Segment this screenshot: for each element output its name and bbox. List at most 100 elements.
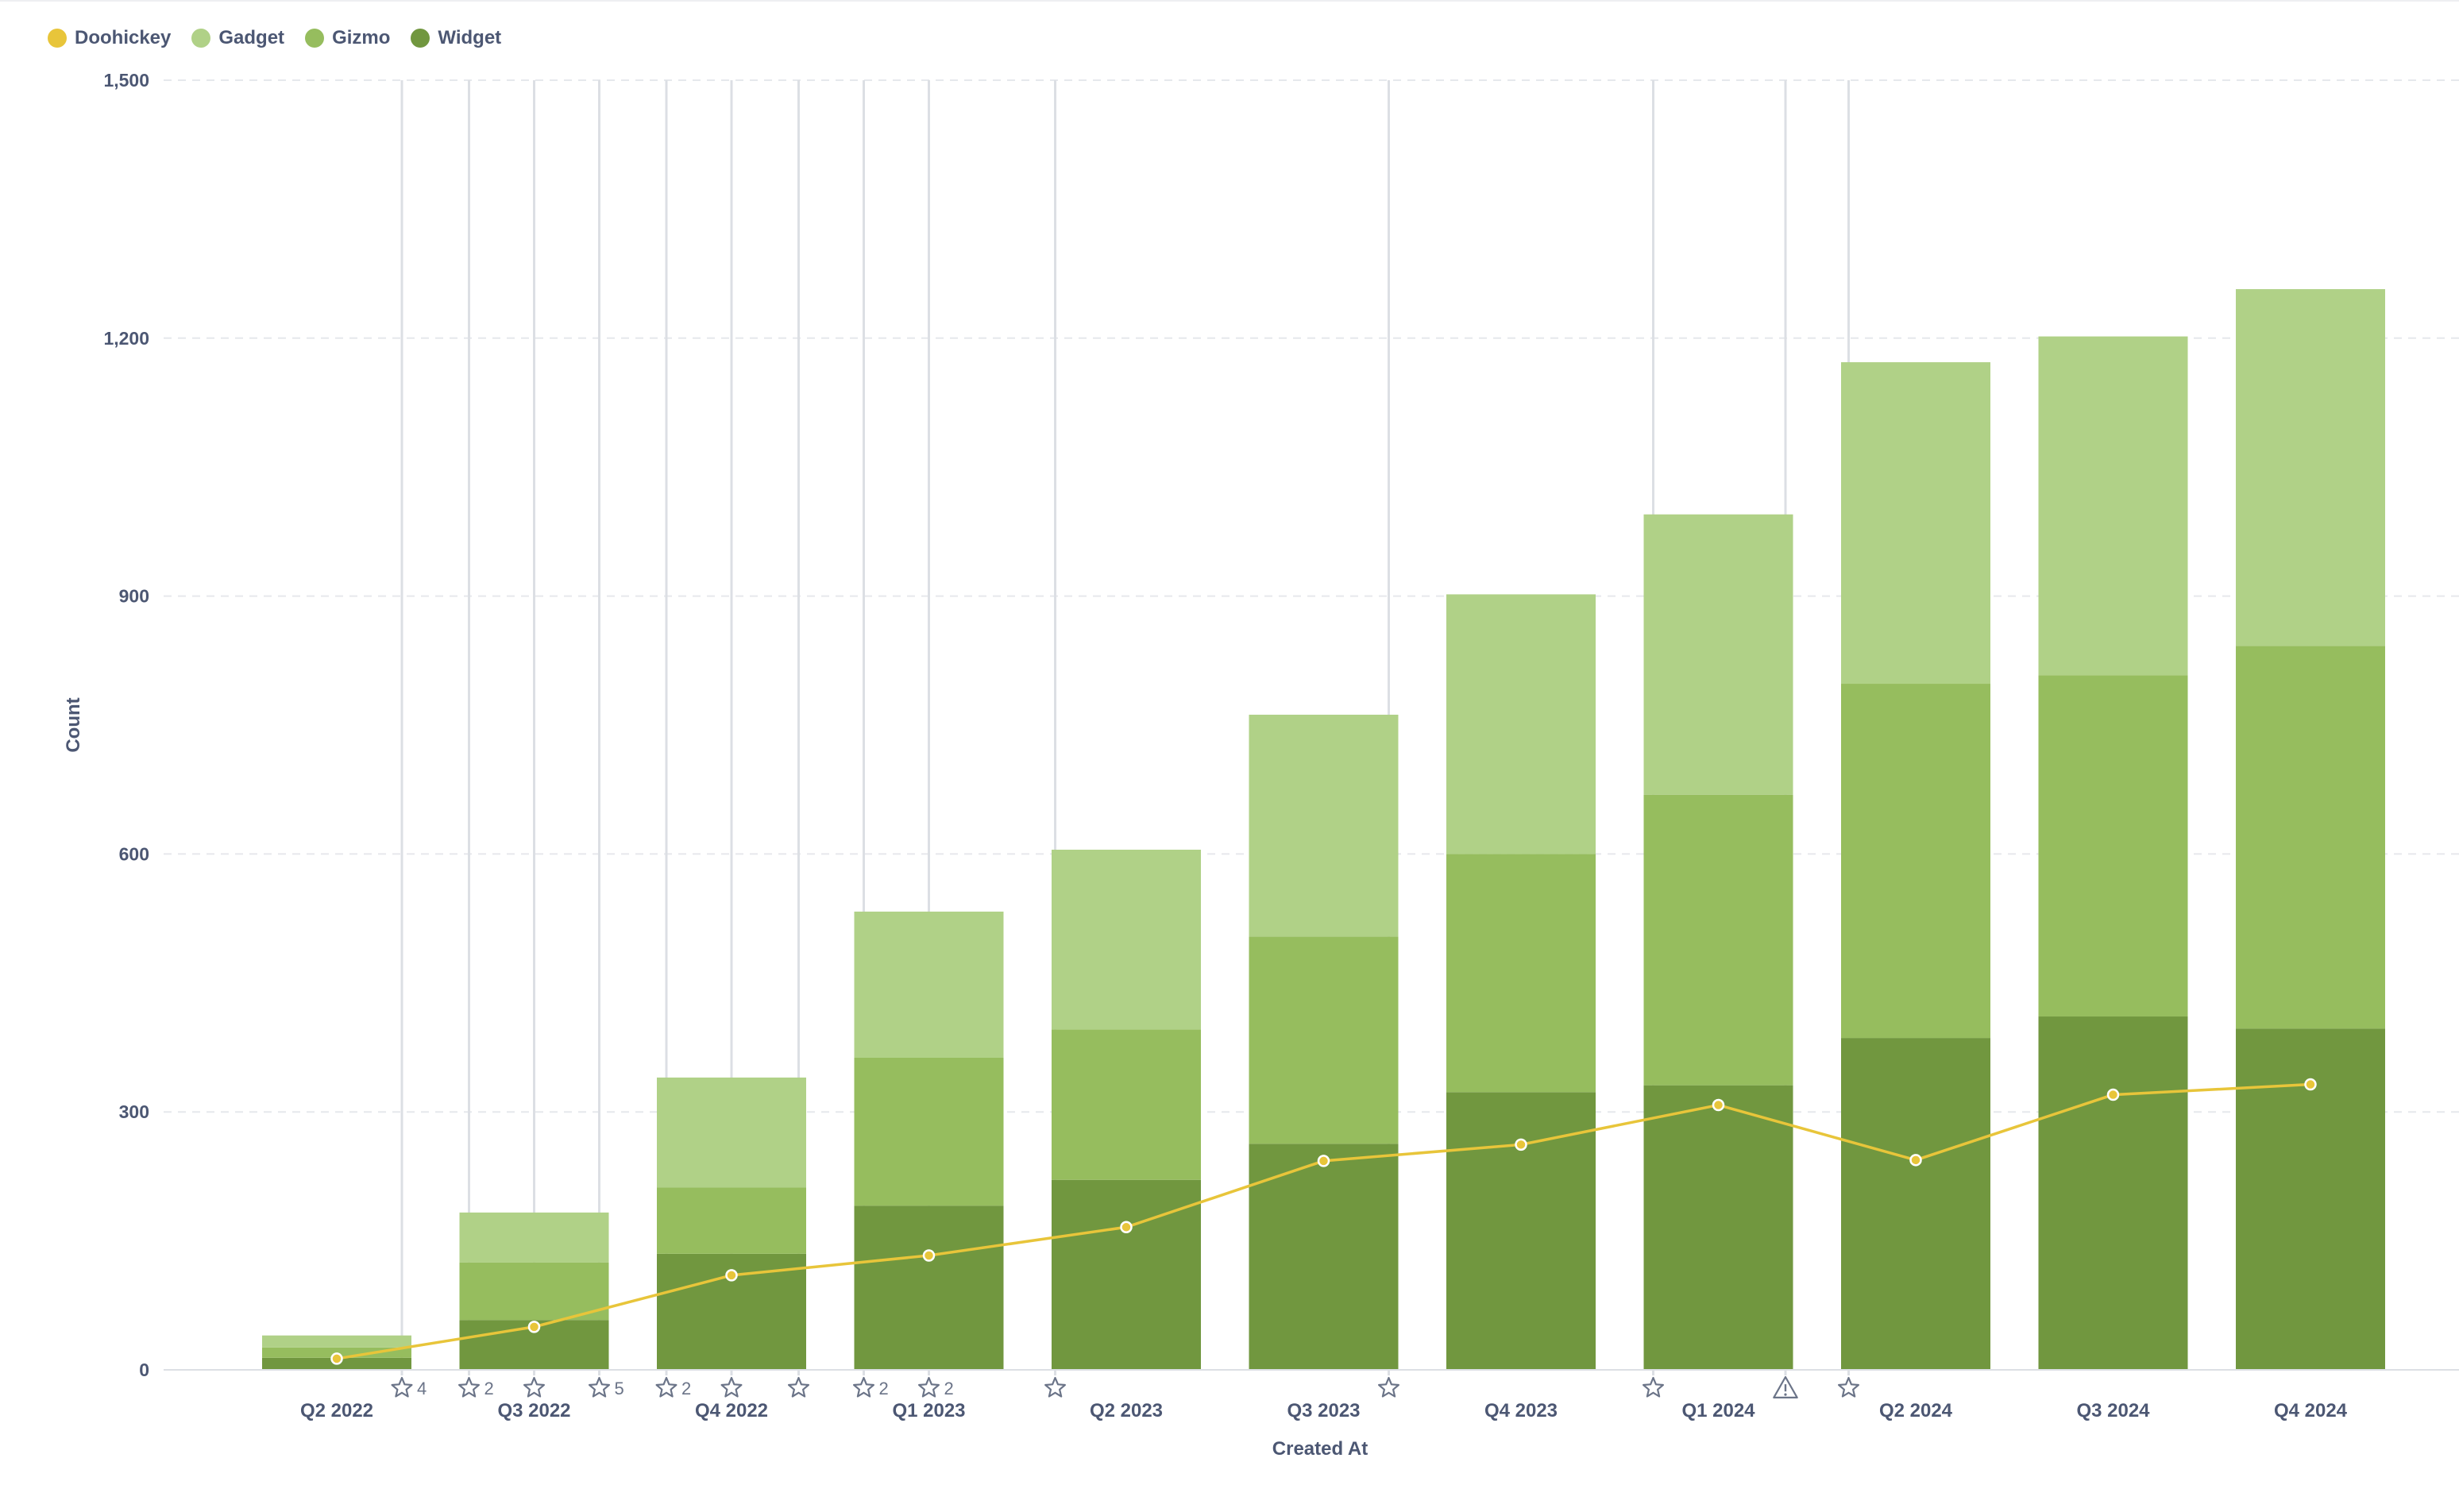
event-marker[interactable]: 2: [916, 1375, 954, 1401]
warning-icon-dot: [1784, 1393, 1787, 1396]
bar-widget-q1-2023[interactable]: [854, 1205, 1004, 1370]
event-marker-count: 2: [484, 1379, 493, 1398]
bar-gizmo-q2-2023[interactable]: [1052, 1029, 1201, 1180]
bar-gizmo-q2-2024[interactable]: [1841, 684, 1990, 1039]
bar-gizmo-q4-2022[interactable]: [657, 1187, 806, 1254]
legend-label: Gizmo: [332, 27, 391, 48]
bar-widget-q3-2023[interactable]: [1249, 1144, 1399, 1370]
bar-gizmo-q3-2023[interactable]: [1249, 936, 1399, 1144]
star-icon: [1044, 1376, 1067, 1398]
event-marker[interactable]: 4: [389, 1375, 427, 1401]
legend-swatch: [191, 29, 211, 48]
legend-label: Widget: [438, 27, 502, 48]
point-doohickey-q4-2022[interactable]: [725, 1269, 738, 1282]
event-marker[interactable]: [1042, 1375, 1068, 1401]
event-marker[interactable]: 5: [586, 1375, 624, 1401]
legend-swatch: [48, 29, 67, 48]
bar-gadget-q1-2023[interactable]: [854, 911, 1004, 1058]
event-marker[interactable]: [1376, 1375, 1402, 1401]
star-icon: [720, 1376, 743, 1398]
y-tick-label: 0: [139, 1360, 149, 1380]
bar-gizmo-q4-2023[interactable]: [1446, 854, 1596, 1093]
y-axis-title: Count: [63, 697, 84, 752]
x-tick-label: Q1 2023: [892, 1400, 965, 1421]
bar-widget-q2-2024[interactable]: [1841, 1038, 1990, 1370]
bar-gadget-q2-2023[interactable]: [1052, 849, 1201, 1030]
bar-gizmo-q4-2024[interactable]: [2236, 646, 2385, 1029]
bar-gadget-q3-2024[interactable]: [2038, 336, 2188, 676]
event-marker[interactable]: [786, 1375, 812, 1401]
legend-item-doohickey[interactable]: Doohickey: [48, 27, 171, 49]
point-doohickey-q3-2024[interactable]: [2106, 1088, 2120, 1101]
event-marker[interactable]: [1640, 1375, 1666, 1401]
star-icon: [852, 1376, 875, 1398]
x-tick-label: Q4 2022: [695, 1400, 768, 1421]
bar-gadget-q2-2024[interactable]: [1841, 362, 1990, 685]
legend-item-gizmo[interactable]: Gizmo: [305, 27, 390, 49]
legend-label: Doohickey: [75, 27, 172, 48]
bar-gadget-q3-2022[interactable]: [459, 1212, 609, 1263]
event-marker[interactable]: [521, 1375, 547, 1401]
x-tick-label: Q3 2022: [497, 1400, 570, 1421]
bar-widget-q4-2023[interactable]: [1446, 1092, 1596, 1370]
point-doohickey-q4-2023[interactable]: [1515, 1138, 1527, 1151]
point-doohickey-q2-2022[interactable]: [330, 1352, 343, 1365]
legend-item-widget[interactable]: Widget: [411, 27, 501, 49]
point-doohickey-q2-2024[interactable]: [1909, 1154, 1922, 1167]
bar-gizmo-q3-2024[interactable]: [2038, 675, 2188, 1017]
star-icon: [391, 1376, 413, 1398]
y-tick-label: 600: [119, 843, 149, 864]
legend-item-gadget[interactable]: Gadget: [191, 27, 284, 49]
event-marker[interactable]: 2: [653, 1375, 691, 1401]
star-icon: [787, 1376, 810, 1398]
star-icon: [1377, 1376, 1400, 1398]
legend-swatch: [305, 29, 325, 48]
bar-gadget-q4-2024[interactable]: [2236, 289, 2385, 646]
point-doohickey-q3-2023[interactable]: [1317, 1155, 1330, 1167]
event-marker[interactable]: [1836, 1375, 1862, 1401]
star-icon: [588, 1376, 611, 1398]
x-tick-label: Q1 2024: [1681, 1400, 1755, 1421]
event-marker[interactable]: 2: [456, 1375, 494, 1401]
bar-widget-q1-2024[interactable]: [1643, 1085, 1793, 1370]
event-marker-count: 2: [944, 1379, 954, 1398]
event-marker[interactable]: [719, 1375, 744, 1401]
bar-gizmo-q1-2023[interactable]: [854, 1057, 1004, 1206]
event-marker[interactable]: 2: [851, 1375, 889, 1401]
bar-gizmo-q1-2024[interactable]: [1643, 794, 1793, 1086]
bar-gadget-q1-2024[interactable]: [1643, 514, 1793, 795]
point-doohickey-q3-2022[interactable]: [527, 1321, 541, 1333]
y-tick-label: 900: [119, 586, 149, 607]
event-marker[interactable]: [1772, 1375, 1798, 1401]
star-icon: [655, 1376, 677, 1398]
star-icon: [917, 1376, 940, 1398]
point-doohickey-q2-2023[interactable]: [1120, 1221, 1133, 1234]
bar-gadget-q4-2023[interactable]: [1446, 594, 1596, 854]
y-tick-label: 1,200: [103, 328, 149, 349]
x-tick-label: Q4 2023: [1484, 1400, 1558, 1421]
point-doohickey-q1-2024[interactable]: [1712, 1098, 1725, 1112]
x-tick-label: Q3 2024: [2076, 1400, 2150, 1421]
point-doohickey-q1-2023[interactable]: [922, 1249, 936, 1262]
x-tick-label: Q2 2024: [1879, 1400, 1953, 1421]
point-doohickey-q4-2024[interactable]: [2304, 1078, 2317, 1091]
star-icon: [457, 1376, 481, 1398]
bar-gadget-q4-2022[interactable]: [657, 1077, 806, 1188]
event-marker-count: 4: [417, 1379, 427, 1398]
warning-icon: [1773, 1375, 1798, 1399]
bar-gizmo-q3-2022[interactable]: [459, 1262, 609, 1321]
y-tick-label: 300: [119, 1101, 149, 1122]
bar-widget-q3-2024[interactable]: [2038, 1016, 2188, 1370]
star-icon: [1838, 1376, 1859, 1398]
x-axis-title: Created At: [1272, 1438, 1368, 1460]
bar-gadget-q2-2022[interactable]: [262, 1335, 411, 1348]
x-tick-label: Q2 2022: [300, 1400, 373, 1421]
legend-label: Gadget: [218, 27, 285, 48]
x-tick-label: Q2 2023: [1090, 1400, 1163, 1421]
event-marker-count: 5: [615, 1379, 624, 1398]
chart-legend: Doohickey Gadget Gizmo Widget: [48, 21, 501, 56]
event-marker-count: 2: [681, 1379, 691, 1398]
bar-gadget-q3-2023[interactable]: [1249, 715, 1399, 937]
star-icon: [523, 1376, 546, 1398]
